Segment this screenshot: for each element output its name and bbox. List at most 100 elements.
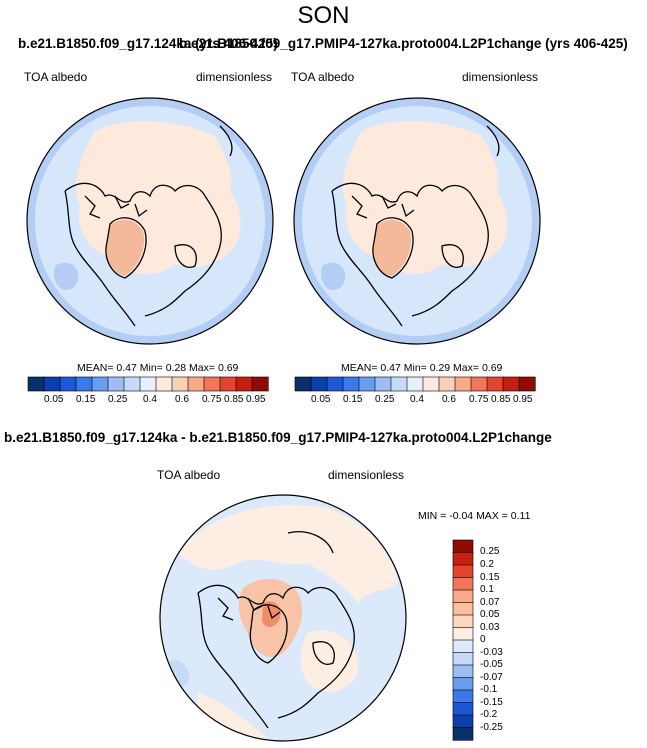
colorbar-swatch bbox=[219, 376, 237, 392]
coastline bbox=[217, 597, 281, 621]
greenland-region bbox=[373, 219, 412, 276]
panel2-units-label: dimensionless bbox=[462, 70, 539, 84]
colorbar-swatch bbox=[43, 376, 61, 392]
colorbar-swatch bbox=[59, 376, 77, 392]
colorbar-swatch bbox=[452, 589, 474, 604]
coastline bbox=[411, 195, 489, 317]
panel3-variable-label: TOA albedo bbox=[157, 468, 221, 482]
panel1-variable-label: TOA albedo bbox=[24, 70, 88, 84]
colorbar-swatch bbox=[452, 627, 474, 641]
colorbar-swatch bbox=[294, 376, 312, 392]
colorbar-swatch bbox=[358, 376, 376, 392]
coastline bbox=[64, 190, 136, 327]
coastline bbox=[372, 217, 414, 279]
colorbar-swatch bbox=[452, 552, 474, 566]
colorbar-tick-label: 0.05 bbox=[480, 609, 500, 620]
coastline bbox=[331, 182, 473, 203]
colorbar-tick-label: 0.25 bbox=[108, 394, 128, 405]
ice-cap-region bbox=[342, 120, 508, 275]
colorbar-swatch bbox=[452, 639, 474, 654]
positive-anomaly-region bbox=[178, 505, 398, 603]
colorbar-swatch bbox=[155, 376, 173, 392]
ocean-patch bbox=[54, 262, 79, 290]
panel3-units-label: dimensionless bbox=[328, 468, 405, 482]
panel1-units-label: dimensionless bbox=[196, 70, 273, 84]
colorbar-swatch bbox=[235, 376, 253, 392]
colorbar-tick-label: 0.25 bbox=[375, 394, 395, 405]
colorbar-tick-label: 0.4 bbox=[143, 394, 157, 405]
colorbar-tick-label: -0.15 bbox=[480, 697, 503, 708]
colorbar-swatch bbox=[452, 664, 474, 679]
panel1-title: b.e21.B1850.f09_g17.124ka (yrs 406-425) bbox=[18, 36, 278, 51]
panel3-colorbar-ticks: 0.25 0.2 0.15 0.1 0.07 0.05 0.03 0 -0.03… bbox=[480, 540, 520, 740]
colorbar-tick-label: 0.2 bbox=[480, 559, 494, 570]
map-boundary bbox=[26, 97, 274, 345]
colorbar-tick-label: 0.03 bbox=[480, 622, 500, 633]
colorbar-tick-label: -0.1 bbox=[480, 684, 498, 695]
colorbar-tick-label: 0.95 bbox=[246, 394, 266, 405]
colorbar-swatch bbox=[452, 677, 474, 691]
colorbar-tick-label: 0.4 bbox=[410, 394, 424, 405]
panel1-polar-map bbox=[26, 97, 274, 345]
panel3-colorbar bbox=[452, 539, 474, 741]
colorbar-tick-label: 0.15 bbox=[76, 394, 96, 405]
colorbar-tick-label: 0.85 bbox=[224, 394, 244, 405]
colorbar-swatch bbox=[470, 376, 488, 392]
ocean-patch bbox=[321, 262, 346, 290]
colorbar-swatch bbox=[203, 376, 221, 392]
colorbar-tick-label: 0.05 bbox=[311, 394, 331, 405]
colorbar-swatch bbox=[326, 376, 344, 392]
colorbar-tick-label: 0.6 bbox=[175, 394, 189, 405]
colorbar-swatch bbox=[452, 702, 474, 716]
colorbar-swatch bbox=[251, 376, 269, 392]
coastline bbox=[219, 125, 233, 157]
map-boundary bbox=[159, 494, 407, 742]
colorbar-tick-label: -0.05 bbox=[480, 659, 503, 670]
colorbar-swatch bbox=[422, 376, 440, 392]
colorbar-swatch bbox=[342, 376, 360, 392]
colorbar-tick-label: 0.95 bbox=[513, 394, 533, 405]
colorbar-swatch bbox=[390, 376, 408, 392]
colorbar-tick-label: 0.25 bbox=[480, 546, 500, 557]
panel2-title: b.e21.B1850.f09_g17.PMIP4-127ka.proto004… bbox=[179, 36, 628, 51]
colorbar-swatch bbox=[406, 376, 424, 392]
colorbar-tick-label: -0.2 bbox=[480, 709, 498, 720]
map-boundary bbox=[293, 97, 541, 345]
coastline bbox=[144, 195, 222, 317]
colorbar-swatch bbox=[502, 376, 520, 392]
coastline bbox=[351, 195, 415, 219]
coastline bbox=[197, 592, 269, 729]
colorbar-tick-label: -0.03 bbox=[480, 647, 503, 658]
greenland-region bbox=[106, 219, 145, 276]
coastline bbox=[84, 195, 148, 219]
colorbar-tick-label: 0.1 bbox=[480, 584, 494, 595]
coastline bbox=[277, 597, 355, 719]
colorbar-swatch bbox=[452, 689, 474, 704]
panel3-title: b.e21.B1850.f09_g17.124ka - b.e21.B1850.… bbox=[4, 430, 552, 445]
panel3-stats: MIN = -0.04 MAX = 0.11 bbox=[418, 510, 531, 522]
coastline bbox=[197, 584, 339, 605]
colorbar-swatch bbox=[452, 727, 474, 741]
colorbar-swatch bbox=[486, 376, 504, 392]
coastline bbox=[312, 641, 335, 665]
colorbar-tick-label: -0.07 bbox=[480, 672, 503, 683]
panel1-colorbar bbox=[27, 376, 269, 392]
colorbar-tick-label: 0.15 bbox=[480, 572, 500, 583]
positive-anomaly-region bbox=[300, 630, 359, 692]
colorbar-tick-label: 0 bbox=[480, 634, 486, 645]
panel3-polar-map bbox=[159, 494, 407, 742]
coastline bbox=[486, 125, 500, 157]
colorbar-swatch bbox=[139, 376, 157, 392]
colorbar-swatch bbox=[75, 376, 93, 392]
colorbar-swatch bbox=[452, 564, 474, 579]
colorbar-swatch bbox=[452, 652, 474, 666]
colorbar-swatch bbox=[91, 376, 109, 392]
colorbar-tick-label: 0.6 bbox=[442, 394, 456, 405]
figure-title: SON bbox=[297, 2, 350, 29]
colorbar-swatch bbox=[452, 577, 474, 591]
coastline bbox=[174, 244, 197, 268]
colorbar-swatch bbox=[310, 376, 328, 392]
colorbar-tick-label: 0.75 bbox=[202, 394, 222, 405]
colorbar-swatch bbox=[107, 376, 125, 392]
colorbar-swatch bbox=[171, 376, 189, 392]
